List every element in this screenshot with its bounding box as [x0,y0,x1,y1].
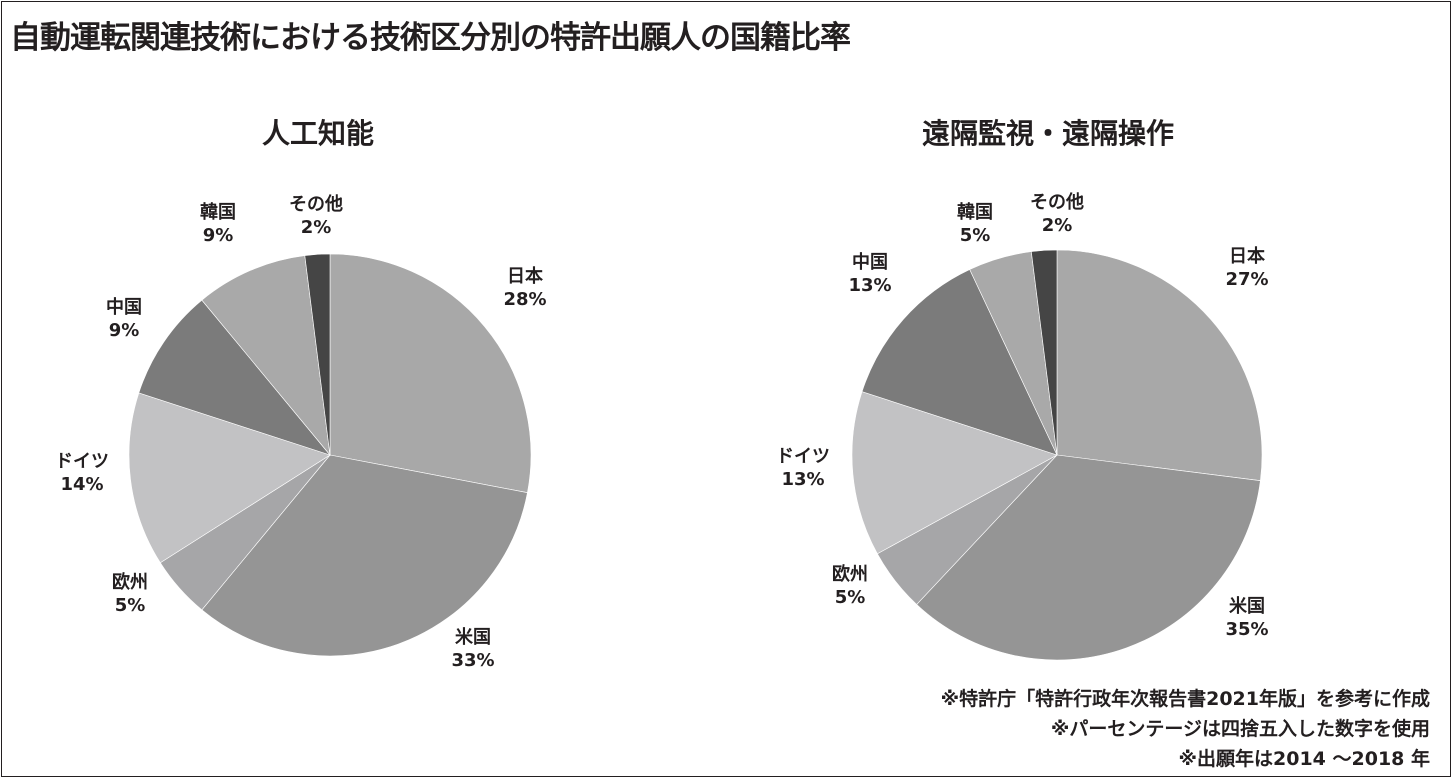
slice-label-value: 28% [503,289,546,310]
slice-label-value: 13% [781,469,824,490]
slice-label-category: 日本 [1229,245,1265,267]
slice-label-value: 14% [60,474,103,495]
slice-label-category: 韓国 [957,201,993,223]
slice-label-value: 9% [203,225,234,246]
slice-label-category: 中国 [852,251,888,273]
slice-label-category: 欧州 [112,571,148,593]
note-rounding: ※パーセンテージは四捨五入した数字を使用 [1050,718,1430,740]
slice-label-category: その他 [1030,191,1084,213]
pie-slice [329,253,532,494]
slice-label-value: 33% [451,650,494,671]
slice-label-category: 米国 [1229,595,1265,617]
slice-label-category: ドイツ [55,451,109,472]
pie-slice [128,392,331,564]
pie-slice [916,454,1261,661]
pie-slice [1056,249,1263,482]
pie-title-ai: 人工知能 [261,117,375,150]
slice-label-value: 5% [960,225,991,246]
slice-label-value: 9% [109,320,140,341]
slice-label-value: 5% [115,595,146,616]
pie-slice [861,269,1058,456]
slice-label-value: 35% [1225,619,1268,640]
pie-slice [304,253,331,456]
slice-label-value: 13% [848,275,891,296]
slice-label-category: 中国 [106,296,142,318]
slice-label-category: ドイツ [776,446,830,467]
note-years: ※出願年は2014 ～2018 年 [1178,748,1430,770]
slice-label-category: その他 [289,193,343,215]
pie-slice [201,454,528,657]
slice-label-category: 韓国 [200,201,236,223]
pie-title-remote: 遠隔監視・遠隔操作 [921,117,1175,150]
note-source: ※特許庁「特許行政年次報告書2021年版」を参考に作成 [940,688,1430,710]
slice-label-category: 欧州 [832,563,868,585]
slice-label-value: 27% [1225,269,1268,290]
slice-label-value: 2% [301,217,332,238]
pie-slice [1030,249,1058,456]
pie-slice [138,299,331,456]
slice-label-value: 5% [835,587,866,608]
slice-label-category: 日本 [507,265,543,287]
slice-label-value: 2% [1042,215,1073,236]
slice-label-category: 米国 [455,626,491,648]
chart-title: 自動運転関連技術における技術区分別の特許出願人の国籍比率 [10,20,851,56]
pie-slice [851,391,1058,555]
pie-slice [201,255,331,456]
